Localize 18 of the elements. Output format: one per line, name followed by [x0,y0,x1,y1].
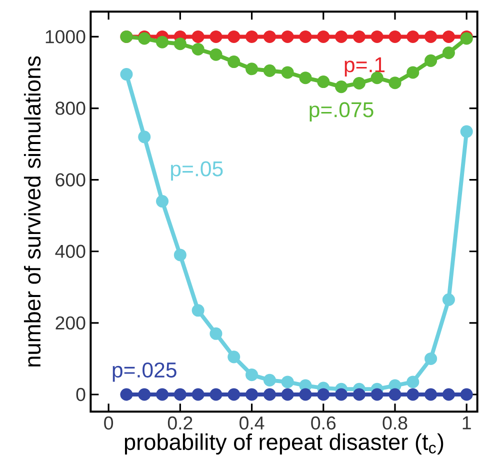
y-tick-label: 200 [56,316,86,330]
x-tick-label: 0.4 [240,416,264,430]
x-tick-label: 1 [462,416,471,430]
y-tick-label: 600 [56,173,86,186]
x-tick-label: 0.8 [382,416,408,430]
y-axis-title: number of survived simulations [24,56,41,366]
x-tick-label: 0 [104,416,114,430]
y-tick-label: 400 [55,244,86,258]
series-label: p=.075 [310,102,374,122]
series-label: p=.05 [171,161,223,181]
series-label: p=.025 [112,362,176,382]
x-tick-label: 0.6 [311,416,336,430]
series-label: p=.1 [344,57,385,77]
y-tick-label: 800 [56,102,86,115]
y-tick-label: 0 [76,388,86,402]
x-axis-title: probability of repeat disaster (t$_{c}$) [124,433,444,455]
y-tick-label: 1000 [46,30,86,44]
x-tick-label: 0.2 [168,416,192,430]
